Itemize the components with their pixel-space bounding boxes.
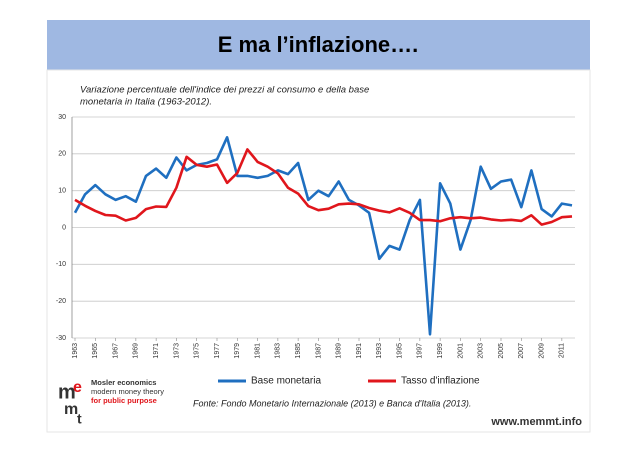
x-tick-label: 1987 [315, 343, 322, 359]
y-tick-label: -10 [56, 261, 66, 268]
x-tick-label: 2005 [498, 343, 505, 359]
slide-title: E ma l’inflazione…. [218, 32, 418, 57]
x-tick-label: 1967 [112, 343, 119, 359]
x-tick-label: 1983 [275, 343, 282, 359]
url: www.memmt.info [490, 416, 582, 428]
x-tick-label: 1999 [437, 343, 444, 359]
x-tick-label: 2001 [457, 343, 464, 359]
x-tick-label: 1997 [417, 343, 424, 359]
x-tick-label: 1977 [214, 343, 221, 359]
x-tick-label: 1981 [254, 343, 261, 359]
x-tick-label: 2007 [518, 343, 525, 359]
y-tick-label: 10 [58, 188, 66, 195]
x-tick-label: 1969 [133, 343, 140, 359]
x-tick-label: 1963 [72, 343, 79, 359]
logo-letter: e [73, 379, 82, 396]
y-tick-label: -20 [56, 298, 66, 305]
logo-text: modern money theory [91, 387, 164, 396]
source-note: Fonte: Fondo Monetario Internazionale (2… [193, 398, 471, 408]
legend-label: Base monetaria [251, 376, 321, 387]
logo-text: Mosler economics [91, 378, 156, 387]
logo-text: for public purpose [91, 396, 157, 405]
x-tick-label: 2003 [478, 343, 485, 359]
x-tick-label: 1993 [376, 343, 383, 359]
y-tick-label: 30 [58, 114, 66, 121]
x-tick-label: 1989 [336, 343, 343, 359]
header-band [47, 20, 590, 70]
series-line [74, 148, 573, 226]
y-tick-label: -30 [56, 335, 66, 342]
series-line [73, 136, 573, 336]
logo-letter: m [64, 401, 78, 418]
y-tick-label: 20 [58, 151, 66, 158]
x-tick-label: 1975 [194, 343, 201, 359]
x-tick-label: 1979 [234, 343, 241, 359]
logo-letter: m [58, 381, 76, 403]
chart-title: Variazione percentuale dell'indice dei p… [80, 85, 369, 96]
x-tick-label: 1985 [295, 343, 302, 359]
x-tick-label: 1995 [396, 343, 403, 359]
x-tick-label: 1973 [173, 343, 180, 359]
chart-panel [46, 69, 591, 433]
x-tick-label: 1991 [356, 343, 363, 359]
chart-title: monetaria in Italia (1963-2012). [80, 97, 212, 108]
x-tick-label: 1965 [92, 343, 99, 359]
logo-letter: t [77, 411, 82, 427]
x-tick-label: 1971 [153, 343, 160, 359]
legend-label: Tasso d'inflazione [401, 376, 480, 387]
x-tick-label: 2009 [538, 343, 545, 359]
x-tick-label: 2011 [559, 343, 566, 358]
y-tick-label: 0 [62, 224, 66, 231]
